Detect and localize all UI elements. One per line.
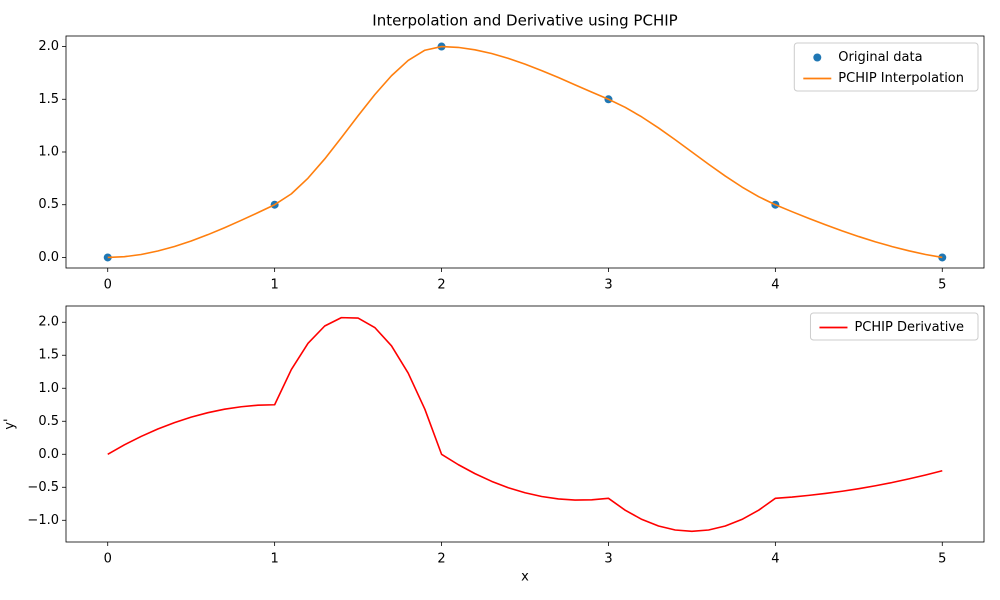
y-tick-label: 2.0 [38, 39, 59, 54]
y-tick-label: 1.5 [38, 92, 59, 107]
y-tick-label: 1.0 [38, 381, 59, 396]
y-tick-label: −0.5 [27, 480, 59, 495]
y-tick-label: 0.5 [38, 414, 59, 429]
x-tick-label: 2 [437, 278, 445, 293]
x-tick-label: 4 [771, 278, 779, 293]
y-tick-label: 0.0 [38, 447, 59, 462]
y-tick-label: 2.0 [38, 315, 59, 330]
y-axis-label: y' [3, 418, 18, 429]
x-tick-label: 2 [437, 552, 445, 567]
legend-box [793, 42, 979, 92]
x-tick-label: 0 [104, 552, 112, 567]
plot-area [103, 42, 947, 262]
data-line [107, 45, 943, 259]
x-tick-label: 4 [771, 552, 779, 567]
legend-marker [813, 53, 822, 62]
y-tick-label: 0.0 [38, 250, 59, 265]
legend: Original data PCHIP Interpolation [793, 42, 979, 92]
data-point [103, 253, 112, 262]
axes-frame [65, 305, 985, 543]
axes-frame [65, 35, 985, 269]
y-tick-label: 1.5 [38, 348, 59, 363]
y-tick-label: 1.0 [38, 145, 59, 160]
legend-box [809, 312, 979, 341]
data-line [107, 316, 943, 533]
x-tick-label: 0 [104, 278, 112, 293]
x-tick-label: 5 [938, 278, 946, 293]
data-point [938, 253, 947, 262]
chart-title: Interpolation and Derivative using PCHIP [372, 12, 677, 30]
x-axis-label: x [521, 570, 529, 585]
x-tick-label: 3 [604, 552, 612, 567]
x-tick-label: 3 [604, 278, 612, 293]
legend-label: PCHIP Interpolation [838, 71, 964, 86]
legend-label: Original data [838, 50, 922, 65]
y-tick-label: −1.0 [27, 513, 59, 528]
legend-label: PCHIP Derivative [854, 320, 964, 335]
plot-area [107, 316, 943, 533]
x-tick-label: 5 [938, 552, 946, 567]
y-tick-label: 0.5 [38, 197, 59, 212]
x-tick-label: 1 [270, 552, 278, 567]
legend: PCHIP Derivative [809, 312, 979, 341]
x-tick-label: 1 [270, 278, 278, 293]
